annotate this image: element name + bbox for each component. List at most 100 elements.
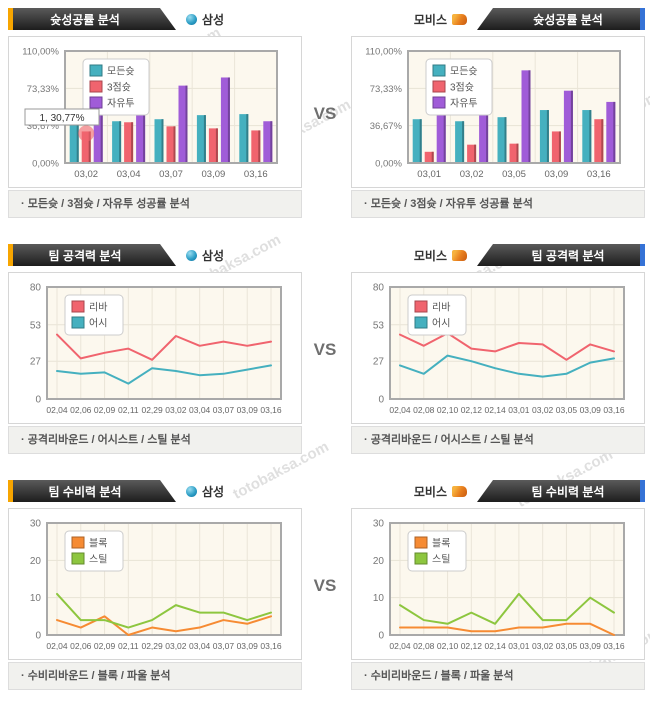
svg-text:03,16: 03,16 <box>603 641 625 651</box>
svg-text:03,09: 03,09 <box>237 641 259 651</box>
chart-offense-mobis[interactable]: 80 53 27 0 02,04 02,08 02,10 02,12 02,14 03,01 03,… <box>351 272 645 424</box>
svg-text:03,05: 03,05 <box>556 405 578 415</box>
y-axis-labels: 30 20 10 0 <box>30 519 42 642</box>
y-axis-labels: 80 53 27 0 <box>30 283 42 406</box>
bar-series <box>69 77 273 162</box>
bar <box>455 121 465 162</box>
chart-caption: · 모든슛 / 3점슛 / 자유투 성공률 분석 <box>8 190 302 218</box>
tab-label: 슛성공률 분석 <box>50 12 120 27</box>
panel-defense-mobis: 모비스 팀 수비력 분석 30 20 10 0 02,04 02,08 02,10 02,12… <box>351 480 645 690</box>
tab-label: 팀 수비력 분석 <box>48 484 122 499</box>
chart-caption: · 모든슛 / 3점슛 / 자유투 성공률 분석 <box>351 190 645 218</box>
chart-defense-samsung[interactable]: 30 20 10 0 02,04 02,06 02,09 02,11 02,29 03,02 03,… <box>8 508 302 660</box>
svg-text:30: 30 <box>30 519 42 530</box>
bar <box>594 119 604 162</box>
bar <box>539 110 549 162</box>
chart-caption: · 수비리바운드 / 블록 / 파울 분석 <box>351 662 645 690</box>
y-axis-labels: 110,00% 73,33% 36,67% 0,00% <box>22 47 59 170</box>
chart-caption: · 공격리바운드 / 어시스트 / 스틸 분석 <box>351 426 645 454</box>
svg-text:02,04: 02,04 <box>46 405 68 415</box>
tab-shooting-analysis: 슛성공률 분석 <box>477 8 645 30</box>
svg-text:03,16: 03,16 <box>587 169 611 180</box>
tab-offense-analysis: 팀 공격력 분석 <box>477 244 645 266</box>
bar <box>521 70 531 162</box>
blue-accent-bar <box>640 244 645 266</box>
svg-text:자유투: 자유투 <box>450 98 478 110</box>
mobis-team-icon <box>452 485 467 497</box>
svg-text:모든슛: 모든슛 <box>450 66 478 78</box>
vs-label: VS <box>313 576 337 595</box>
bar <box>479 94 489 162</box>
mobis-team-icon <box>452 249 467 261</box>
svg-text:03,07: 03,07 <box>159 169 183 180</box>
chart-shooting-mobis[interactable]: 110,00% 73,33% 36,67% 0,00% 03,01 03,02 03,05 0… <box>351 36 645 188</box>
orange-accent-bar <box>8 244 13 266</box>
svg-text:03,09: 03,09 <box>202 169 226 180</box>
team-samsung: 삼성 <box>186 11 224 28</box>
bar <box>178 85 188 162</box>
svg-text:27: 27 <box>373 357 385 368</box>
line-series <box>56 364 272 385</box>
svg-text:02,11: 02,11 <box>118 641 139 651</box>
team-label: 삼성 <box>202 12 225 27</box>
svg-text:03,02: 03,02 <box>165 405 187 415</box>
chart-caption: · 공격리바운드 / 어시스트 / 스틸 분석 <box>8 426 302 454</box>
team-label: 모비스 <box>413 248 447 263</box>
hover-marker <box>78 125 95 142</box>
bar <box>563 90 573 162</box>
tab-label: 팀 공격력 분석 <box>531 248 605 263</box>
svg-text:03,09: 03,09 <box>580 641 602 651</box>
line-series <box>56 615 272 636</box>
svg-text:어시: 어시 <box>89 318 107 330</box>
svg-text:1, 30,77%: 1, 30,77% <box>39 113 84 124</box>
svg-text:03,04: 03,04 <box>117 169 141 180</box>
x-axis-labels: 02,04 02,06 02,09 02,11 02,29 03,02 03,04 03,07… <box>46 405 282 415</box>
y-axis-labels: 110,00% 73,33% 36,67% 0,00% <box>365 47 402 170</box>
svg-text:03,16: 03,16 <box>244 169 268 180</box>
bar <box>208 128 218 162</box>
chart-shooting-samsung[interactable]: 110,00% 73,33% 36,67% 0,00% 03,02 03,04 03,07 0… <box>8 36 302 188</box>
bar-series <box>412 70 616 162</box>
line-series <box>399 622 615 636</box>
svg-text:02,08: 02,08 <box>413 641 435 651</box>
svg-text:0: 0 <box>35 631 41 642</box>
svg-text:블록: 블록 <box>89 538 107 550</box>
svg-text:36,67%: 36,67% <box>27 121 60 132</box>
svg-text:80: 80 <box>30 283 42 294</box>
bar <box>582 110 592 162</box>
bar <box>263 121 273 162</box>
x-axis-labels: 02,04 02,08 02,10 02,12 02,14 03,01 03,02 03,05… <box>389 641 625 651</box>
svg-text:블록: 블록 <box>432 538 450 550</box>
bar <box>136 98 146 162</box>
team-label: 삼성 <box>202 248 225 263</box>
chart-offense-samsung[interactable]: 80 53 27 0 02,04 02,06 02,09 02,11 02,29 03,02 03,… <box>8 272 302 424</box>
svg-text:03,09: 03,09 <box>237 405 259 415</box>
blue-accent-bar <box>640 480 645 502</box>
svg-text:03,16: 03,16 <box>603 405 625 415</box>
svg-text:02,10: 02,10 <box>437 641 459 651</box>
panel-header: 모비스 팀 공격력 분석 <box>351 244 645 266</box>
svg-text:02,12: 02,12 <box>461 641 483 651</box>
panel-header: 팀 수비력 분석 삼성 <box>8 480 302 502</box>
svg-text:03,09: 03,09 <box>580 405 602 415</box>
chart-defense-mobis[interactable]: 30 20 10 0 02,04 02,08 02,10 02,12 02,14 03,01 03,… <box>351 508 645 660</box>
blue-accent-bar <box>640 8 645 30</box>
svg-text:02,09: 02,09 <box>94 641 116 651</box>
svg-text:03,04: 03,04 <box>189 641 211 651</box>
svg-text:02,14: 02,14 <box>484 405 506 415</box>
panel-shooting-mobis: 모비스 슛성공률 분석 110,00% 73,33% 36,67% 0,00% 03,0… <box>351 8 645 218</box>
bar <box>112 121 122 162</box>
bar <box>196 115 206 162</box>
svg-text:03,02: 03,02 <box>460 169 484 180</box>
samsung-team-icon <box>186 249 197 261</box>
bar <box>497 117 507 162</box>
bar <box>124 122 134 162</box>
line-series <box>399 332 615 361</box>
svg-text:03,02: 03,02 <box>74 169 98 180</box>
panel-defense-samsung: 팀 수비력 분석 삼성 30 20 10 0 02,04 02,06 02,09 02,11 0… <box>8 480 302 690</box>
team-label: 모비스 <box>413 484 447 499</box>
